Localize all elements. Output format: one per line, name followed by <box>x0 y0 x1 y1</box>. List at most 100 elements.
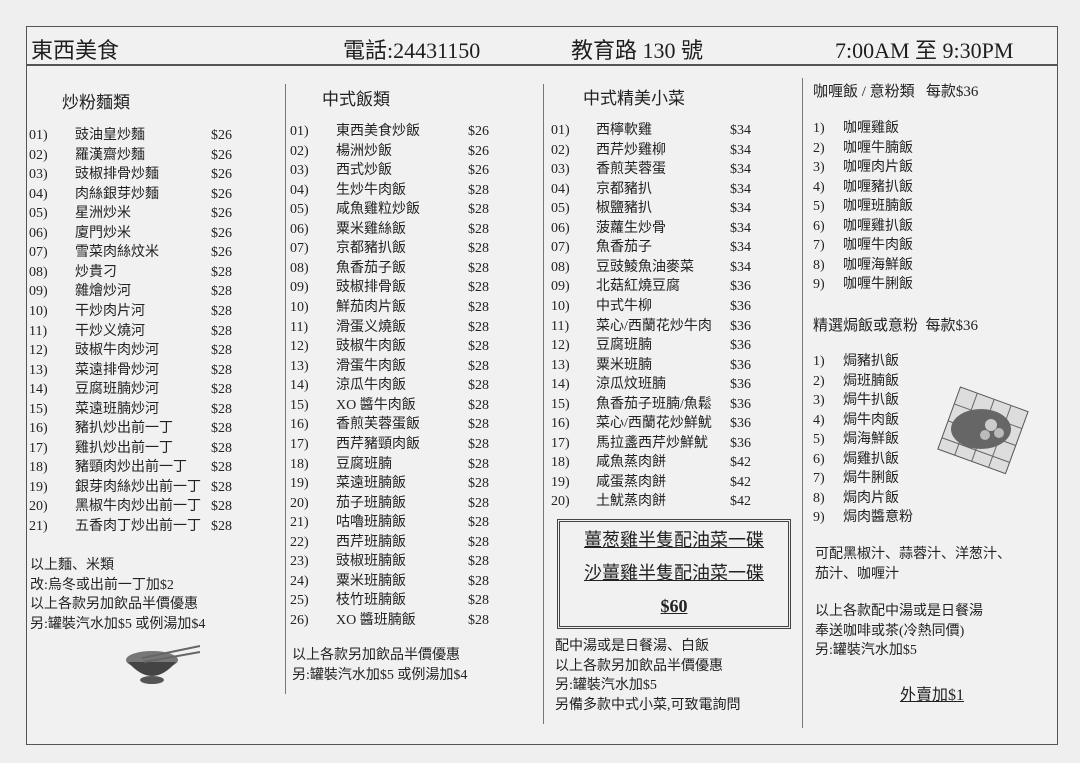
item-number: 02) <box>290 143 309 159</box>
item-name: 咸魚蒸肉餅 <box>596 455 666 471</box>
item-name: 土魷蒸肉餅 <box>596 494 666 510</box>
item-name: 滑蛋牛肉飯 <box>336 358 406 374</box>
item-price: $28 <box>468 573 489 589</box>
item-number: 19) <box>29 479 48 495</box>
menu-item: 13) 菜遠排骨炒河 $28 <box>29 361 279 381</box>
menu-item: 4) 咖喱豬扒飯 <box>813 178 1063 198</box>
item-name: 咖喱牛肉飯 <box>843 238 913 253</box>
item-price: $34 <box>730 201 751 217</box>
menu-item: 02) 楊洲炒飯 $26 <box>290 142 540 162</box>
item-number: 02) <box>29 147 48 163</box>
notes: 以上各款配中湯或是日餐湯 奉送咖啡或茶(冷熱同價) 另:罐裝汽水加$5 <box>815 602 983 661</box>
menu-item: 8) 咖喱海鮮飯 <box>813 256 1063 276</box>
item-name: 咖喱雞扒飯 <box>843 218 913 234</box>
item-name: 菜遠排骨炒河 <box>75 362 159 378</box>
item-price: $34 <box>730 220 751 236</box>
item-number: 3) <box>813 160 825 175</box>
menu-item: 16) 豬扒炒出前一丁 $28 <box>29 419 279 439</box>
item-name: 焗肉片飯 <box>843 490 899 506</box>
item-name: 焗牛肉飯 <box>843 412 899 428</box>
item-price: $34 <box>730 142 751 158</box>
item-price: $28 <box>211 499 232 515</box>
menu-item: 22) 西芹班腩飯 $28 <box>290 533 540 553</box>
menu-item: 19) 銀芽肉絲炒出前一丁 $28 <box>29 478 279 498</box>
item-number: 12) <box>29 343 48 359</box>
menu-item: 04) 肉絲銀芽炒麵 $26 <box>29 185 279 205</box>
menu-item: 08) 炒貴刁 $28 <box>29 263 279 283</box>
item-name: 香煎芙蓉蛋 <box>596 162 666 178</box>
item-price: $36 <box>730 396 751 412</box>
menu-item: 04) 京都豬扒 $34 <box>551 180 801 200</box>
item-name: 豉椒排骨炒麵 <box>75 167 159 183</box>
takeaway-note: 外賣加$1 <box>900 687 965 704</box>
item-name: 咖喱牛腩飯 <box>843 140 913 156</box>
item-number: 6) <box>813 451 825 467</box>
menu-item: 15) XO 醬牛肉飯 $28 <box>290 396 540 416</box>
item-number: 25) <box>290 593 309 609</box>
item-name: 菜遠班腩炒河 <box>75 401 159 417</box>
note-line: 另:罐裝汽水加$5 或例湯加$4 <box>292 667 468 683</box>
item-name: 菠蘿生炒骨 <box>596 220 666 236</box>
item-price: $42 <box>730 455 751 471</box>
menu-item: 10) 鮮茄肉片飯 $28 <box>290 298 540 318</box>
item-name: 豬扒炒出前一丁 <box>75 421 173 437</box>
item-name: 魚香茄子班腩/魚鬆 <box>596 396 712 412</box>
item-number: 17) <box>29 440 48 456</box>
menu-item: 14) 涼瓜牛肉飯 $28 <box>290 376 540 396</box>
item-price: $36 <box>730 377 751 393</box>
item-price: $28 <box>468 476 489 492</box>
item-name: 豆腐班腩 <box>596 338 652 354</box>
item-price: $28 <box>468 378 489 394</box>
item-name: 魚香茄子飯 <box>336 260 406 276</box>
item-number: 05) <box>290 202 309 218</box>
item-price: $36 <box>730 279 751 295</box>
item-number: 09) <box>290 280 309 296</box>
item-name: 楊洲炒飯 <box>336 143 392 159</box>
item-number: 4) <box>813 412 825 428</box>
menu-item: 1) 焗豬扒飯 <box>813 352 1063 372</box>
item-number: 04) <box>290 182 309 198</box>
item-price: $34 <box>730 240 751 256</box>
item-number: 13) <box>29 362 48 378</box>
item-name: 北菇紅燒豆腐 <box>596 279 680 295</box>
item-number: 2) <box>813 373 825 389</box>
item-name: 生炒牛肉飯 <box>336 182 406 198</box>
combo-line: 沙薑雞半隻配油菜一碟 <box>584 563 764 583</box>
item-number: 17) <box>551 435 570 451</box>
item-name: 焗海鮮飯 <box>843 432 899 447</box>
combo-price: $60 <box>660 596 688 616</box>
notes: 以上麵、米類 改:烏冬或出前一丁加$2 以上各款另加飲品半價優惠 另:罐裝汽水加$5 … <box>30 556 205 634</box>
menu-item: 9) 咖喱牛脷飯 <box>813 275 1063 295</box>
item-price: $26 <box>211 186 232 202</box>
item-number: 6) <box>813 218 825 234</box>
menu-item: 20) 土魷蒸肉餅 $42 <box>551 492 801 512</box>
item-name: 椒鹽豬扒 <box>596 201 652 217</box>
item-number: 03) <box>29 167 48 183</box>
item-price: $28 <box>468 202 489 218</box>
item-price: $28 <box>468 554 489 570</box>
menu-frame <box>26 26 1058 745</box>
item-price: $34 <box>730 259 751 275</box>
item-price: $28 <box>468 613 489 628</box>
item-name: 焗牛扒飯 <box>843 393 899 408</box>
menu-item: 04) 生炒牛肉飯 $28 <box>290 181 540 201</box>
menu-item: 17) 馬拉盞西芹炒鮮魷 $36 <box>551 434 801 454</box>
menu-item: 20) 茄子班腩飯 $28 <box>290 494 540 514</box>
item-name: 焗豬扒飯 <box>843 354 899 369</box>
item-price: $28 <box>211 440 232 456</box>
item-price: $28 <box>211 362 232 378</box>
note-line: 以上各款配中湯或是日餐湯 <box>815 604 983 619</box>
item-name: 肉絲銀芽炒麵 <box>75 186 159 202</box>
item-number: 14) <box>29 382 48 398</box>
section-title: 中式飯類 <box>322 90 390 109</box>
item-name: 咖喱牛脷飯 <box>843 277 913 292</box>
menu-item: 17) 西芹豬頸肉飯 $28 <box>290 435 540 455</box>
item-name: 西芹炒雞柳 <box>596 142 666 158</box>
item-price: $34 <box>730 162 751 178</box>
item-number: 03) <box>290 163 309 179</box>
item-name: 雜燴炒河 <box>75 284 131 300</box>
curry-price-note: 每款$36 <box>925 84 979 100</box>
item-name: 粟米雞絲飯 <box>336 221 406 237</box>
item-number: 1) <box>813 121 825 136</box>
item-price: $36 <box>730 435 751 451</box>
